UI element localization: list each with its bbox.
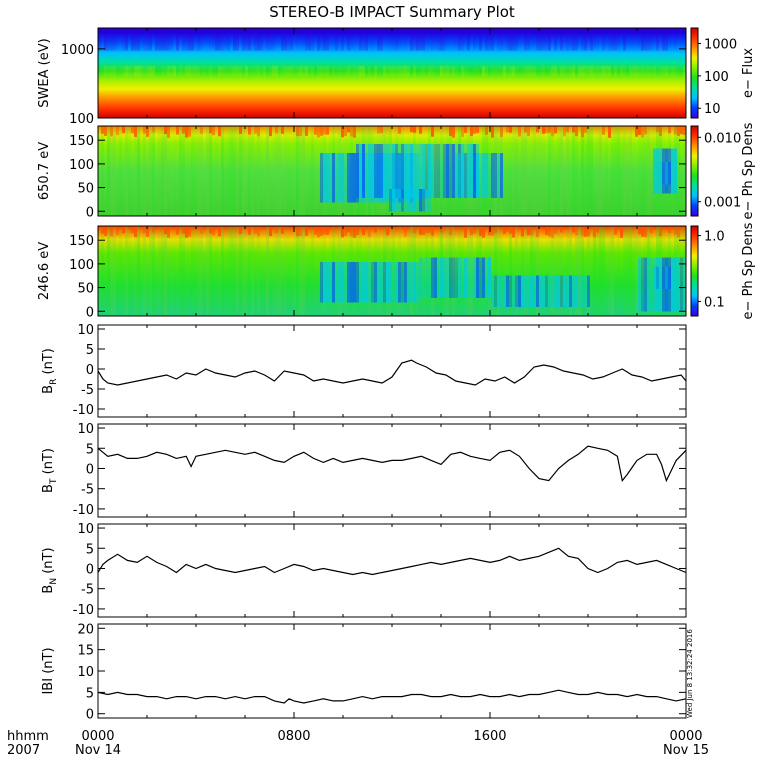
y-axis-label: 246.6 eV xyxy=(37,242,52,300)
colorbar xyxy=(690,225,699,317)
colorbar-tick-label: 0.001 xyxy=(704,196,741,211)
panel-bn: -10 -5 0 5 10 BN (nT) xyxy=(41,522,687,618)
y-axis-label: BR (nT) xyxy=(41,348,59,394)
time-label-hhmm: hhmm xyxy=(7,729,49,744)
y-tick-label: 0 xyxy=(86,708,94,723)
y-tick-label: 10 xyxy=(77,323,94,338)
colorbar-tick-label: 10 xyxy=(704,102,721,117)
colorbar-tick-label: 100 xyxy=(704,70,729,85)
y-tick-label: 5 xyxy=(86,442,94,457)
panel-swea: 100 1000 SWEA (eV) 10 100 1000 e− Flux xyxy=(37,27,756,127)
colorbar-tick-label: 0.010 xyxy=(704,131,741,146)
y-tick-label: 0 xyxy=(86,363,94,378)
colorbar-tick-label: 0.1 xyxy=(704,295,725,310)
y-tick-label: -10 xyxy=(73,503,94,518)
series-line-bmag xyxy=(97,689,687,704)
time-tick-date: Nov 14 xyxy=(75,743,121,758)
heatmap-swea xyxy=(98,28,686,118)
heatmap-pad246 xyxy=(98,226,686,316)
time-tick-label: 1600 xyxy=(473,729,506,744)
panel-br: -10 -5 0 5 10 BR (nT) xyxy=(41,323,687,418)
colorbar-label: e− Ph Sp Dens xyxy=(741,222,756,319)
y-tick-label: 0 xyxy=(86,305,94,320)
y-tick-label: 15 xyxy=(77,644,94,659)
colorbar-label: e− Ph Sp Dens xyxy=(741,122,756,219)
y-tick-label: 100 xyxy=(69,158,94,173)
y-axis-label: BT (nT) xyxy=(41,448,59,493)
y-tick-label: 5 xyxy=(86,542,94,557)
timestamp-label: Wed Jun 8 13:32:24 2016 xyxy=(686,629,694,718)
y-tick-label: -5 xyxy=(81,483,94,498)
y-tick-label: 10 xyxy=(77,522,94,537)
colorbar-label: e− Flux xyxy=(741,48,756,98)
colorbar-tick-label: 1000 xyxy=(704,37,737,52)
y-tick-label: 150 xyxy=(69,234,94,249)
series-line-bn xyxy=(97,547,687,576)
y-tick-label: -5 xyxy=(81,383,94,398)
y-tick-label: 0 xyxy=(86,205,94,220)
heatmap-pad650 xyxy=(98,126,686,216)
y-tick-label: -10 xyxy=(73,403,94,418)
colorbar xyxy=(690,125,699,217)
y-tick-label: 50 xyxy=(77,282,94,297)
series-line-bt xyxy=(97,445,687,483)
y-tick-label: 150 xyxy=(69,134,94,149)
y-axis-label: BN (nT) xyxy=(41,547,59,593)
y-tick-label: 5 xyxy=(86,343,94,358)
y-tick-label: -10 xyxy=(73,603,94,618)
y-tick-label: 100 xyxy=(69,112,94,127)
colorbar-tick-label: 1.0 xyxy=(704,230,725,245)
time-label-year: 2007 xyxy=(7,743,40,758)
series-line-br xyxy=(97,359,687,386)
y-axis-label: 650.7 eV xyxy=(37,142,52,200)
time-tick-label: 0800 xyxy=(277,729,310,744)
panel-pad650: 0 50 100 150 650.7 eV 0.001 0.010 e− Ph Sp Dens xyxy=(37,122,756,220)
time-tick-label: 0000 xyxy=(669,729,702,744)
y-tick-label: -5 xyxy=(81,583,94,598)
y-tick-label: 1000 xyxy=(61,43,94,58)
y-tick-label: 10 xyxy=(77,422,94,437)
panel-bmag: 0 5 10 15 20 IBI (nT) xyxy=(41,622,687,723)
y-tick-label: 0 xyxy=(86,462,94,477)
y-axis-label: IBI (nT) xyxy=(41,647,56,694)
panel-bt: -10 -5 0 5 10 BT (nT) xyxy=(41,422,687,518)
y-tick-label: 20 xyxy=(77,622,94,637)
y-tick-label: 10 xyxy=(77,665,94,680)
time-tick-label: 0000 xyxy=(81,729,114,744)
time-tick-date: Nov 15 xyxy=(663,743,709,758)
y-axis-label: SWEA (eV) xyxy=(37,38,52,107)
colorbar xyxy=(690,27,699,119)
plot-title: STEREO-B IMPACT Summary Plot xyxy=(269,3,515,21)
y-tick-label: 0 xyxy=(86,562,94,577)
panel-pad246: 0 50 100 150 246.6 eV 0.1 1.0 e− Ph Sp Dens xyxy=(37,222,756,320)
y-tick-label: 50 xyxy=(77,182,94,197)
y-tick-label: 5 xyxy=(86,686,94,701)
y-tick-label: 100 xyxy=(69,258,94,273)
